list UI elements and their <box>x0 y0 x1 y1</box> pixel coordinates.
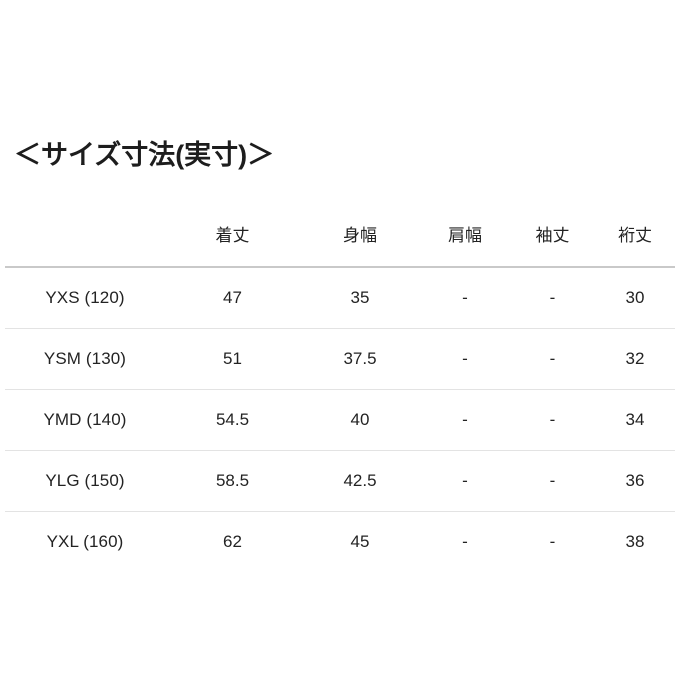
cell-shoulder-width: - <box>462 471 468 490</box>
cell-body-length: 47 <box>223 288 242 307</box>
cell-body-length: 51 <box>223 349 242 368</box>
cell-sleeve-length: - <box>549 288 556 307</box>
cell-sleeve-length: - <box>549 410 556 429</box>
cell-yuki-length: 30 <box>625 288 645 307</box>
table-row: YLG (150) 58.5 42.5 - - 36 <box>5 450 675 512</box>
cell-chest-width: 42.5 <box>343 471 377 490</box>
table-row: YXL (160) 62 45 - - 38 <box>5 511 675 573</box>
cell-size: YXL (160) <box>46 532 124 551</box>
column-header-shoulder-width: 肩幅 <box>448 226 482 245</box>
cell-shoulder-width: - <box>462 288 468 307</box>
cell-chest-width: 45 <box>350 532 370 551</box>
cell-size: YLG (150) <box>45 471 125 490</box>
cell-sleeve-length: - <box>549 349 556 368</box>
table-header: 着丈 身幅 肩幅 袖丈 裄丈 <box>5 212 675 267</box>
cell-body-length: 62 <box>223 532 242 551</box>
column-header-body-length: 着丈 <box>215 226 250 245</box>
cell-yuki-length: 34 <box>625 410 645 429</box>
cell-chest-width: 35 <box>350 288 370 307</box>
cell-sleeve-length: - <box>549 532 556 551</box>
size-table-container: 着丈 身幅 肩幅 袖丈 裄丈 YXS (120) 47 35 - - 30 YS <box>5 212 675 572</box>
cell-yuki-length: 36 <box>625 471 645 490</box>
column-header-size <box>5 212 165 267</box>
cell-size: YXS (120) <box>45 288 125 307</box>
cell-size: YMD (140) <box>43 410 127 429</box>
cell-yuki-length: 32 <box>625 349 645 368</box>
column-header-sleeve-length: 袖丈 <box>535 226 570 245</box>
cell-chest-width: 40 <box>350 410 370 429</box>
cell-shoulder-width: - <box>462 532 468 551</box>
table-row: YMD (140) 54.5 40 - - 34 <box>5 389 675 451</box>
table-row: YXS (120) 47 35 - - 30 <box>5 267 675 329</box>
cell-body-length: 54.5 <box>215 410 250 429</box>
cell-size: YSM (130) <box>43 349 127 368</box>
cell-yuki-length: 38 <box>625 532 645 551</box>
table-body: YXS (120) 47 35 - - 30 YSM (130) 51 37.5… <box>5 267 675 572</box>
column-header-yuki-length: 裄丈 <box>618 226 652 245</box>
cell-body-length: 58.5 <box>215 471 250 490</box>
page-title: ＜サイズ寸法(実寸)＞ <box>14 140 275 170</box>
cell-shoulder-width: - <box>462 410 468 429</box>
cell-shoulder-width: - <box>462 349 468 368</box>
table-header-row: 着丈 身幅 肩幅 袖丈 裄丈 <box>5 212 675 267</box>
cell-chest-width: 37.5 <box>343 349 377 368</box>
size-measurements-table: 着丈 身幅 肩幅 袖丈 裄丈 YXS (120) 47 35 - - 30 YS <box>5 212 675 572</box>
table-row: YSM (130) 51 37.5 - - 32 <box>5 328 675 390</box>
cell-sleeve-length: - <box>549 471 556 490</box>
column-header-chest-width: 身幅 <box>343 226 377 245</box>
